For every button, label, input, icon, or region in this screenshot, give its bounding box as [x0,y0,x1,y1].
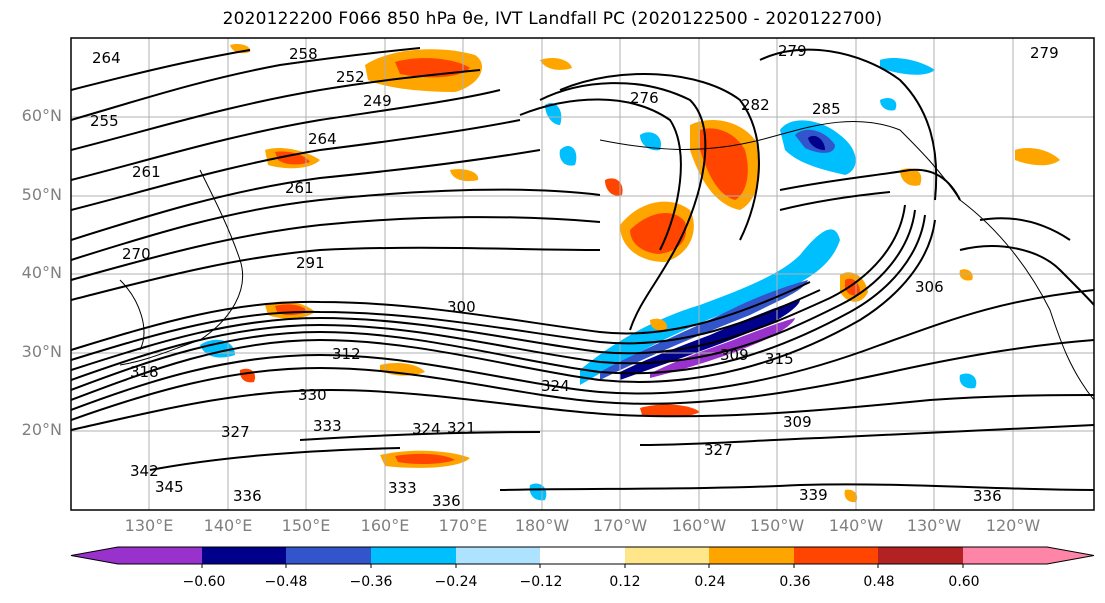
colorbar-segment [371,547,456,564]
lon-label: 150°E [281,516,331,535]
contour-label: 279 [1030,44,1059,62]
lon-label: 130°W [906,516,962,535]
contour-label: 336 [233,487,262,505]
colorbar-segment [202,547,286,564]
contour-label: 261 [132,163,161,181]
colorbar-segment [118,547,202,564]
graticule [71,38,1094,510]
lon-label: 140°W [828,516,884,535]
colorbar-tick: −0.12 [519,574,563,590]
lon-label: 120°W [985,516,1041,535]
contour-label: 306 [915,278,944,296]
contour-label: 264 [92,49,121,67]
colorbar-tick: −0.48 [264,574,308,590]
lat-label: 40°N [21,263,62,282]
colorbar-tick: 0.60 [948,574,980,590]
contour-label: 309 [783,413,812,431]
colorbar-segment [794,547,878,564]
lon-label: 140°E [203,516,253,535]
contour-label: 324 [412,420,441,438]
contour-label: 339 [799,486,828,504]
contour-label: 315 [765,350,794,368]
contour-label: 276 [630,89,659,107]
contour-label: 270 [122,245,151,263]
colorbar-tick: −0.24 [434,574,478,590]
contour-label: 321 [447,419,476,437]
contour-label: 249 [363,92,392,110]
colorbar-extend-high [1047,547,1094,564]
colorbar-segment [625,547,709,564]
coastlines [119,120,1094,401]
colorbar-tick: 0.48 [863,574,895,590]
colorbar-extend-low [71,547,118,564]
contour-label: 336 [432,492,461,510]
contour-label: 327 [221,423,250,441]
contour-label: 327 [704,441,733,459]
contour-label: 282 [741,96,770,114]
contour-label: 279 [778,42,807,60]
lon-label: 160°W [671,516,727,535]
colorbar-outline [70,546,1095,565]
colorbar-tick: −0.60 [182,574,226,590]
contour-label: 300 [447,298,476,316]
colorbar-tick: 0.12 [609,574,641,590]
colorbar-segments [70,546,1095,568]
lat-label: 50°N [21,185,62,204]
map-figure: 264 258 252 249 255 261 264 261 270 279 … [70,37,1095,511]
colorbar-tick: 0.24 [694,574,726,590]
contour-label: 333 [388,479,417,497]
contour-label: 258 [289,45,318,63]
contour-label: 342 [130,462,159,480]
contour-label: 345 [155,478,184,496]
contour-label: 261 [285,179,314,197]
contour-label: 324 [541,377,570,395]
contour-label: 255 [90,112,119,130]
colorbar-segment [709,547,794,564]
colorbar-segment [540,547,625,564]
map-frame [70,37,1095,511]
lat-label: 20°N [21,420,62,439]
lon-label: 130°E [124,516,174,535]
colorbar-segment [878,547,963,564]
contour-label: 318 [130,363,159,381]
contour-label: 264 [308,130,337,148]
contour-label: 291 [296,254,325,272]
colorbar-segment [456,547,540,564]
map-title: 2020122200 F066 850 hPa θe, IVT Landfall… [222,9,883,29]
contour-label: 309 [720,346,749,364]
contour-label: 252 [336,68,365,86]
lon-label: 160°E [360,516,410,535]
contour-label: 333 [313,417,342,435]
lat-label: 30°N [21,342,62,361]
lat-label: 60°N [21,106,62,125]
contour-label: 336 [973,487,1002,505]
lon-label: 180°W [514,516,570,535]
lon-label: 170°W [592,516,648,535]
lon-label: 170°E [438,516,488,535]
colorbar-tick: 0.36 [779,574,811,590]
lon-label: 150°W [749,516,805,535]
contour-label: 285 [812,100,841,118]
colorbar-tick: −0.36 [349,574,393,590]
contour-label: 330 [298,386,327,404]
theta-e-contours [71,47,1094,491]
contour-label: 312 [332,345,361,363]
colorbar-segment [963,547,1047,564]
colorbar-segment [286,547,371,564]
contour-label-layer: 264 258 252 249 255 261 264 261 270 279 … [90,42,1059,510]
